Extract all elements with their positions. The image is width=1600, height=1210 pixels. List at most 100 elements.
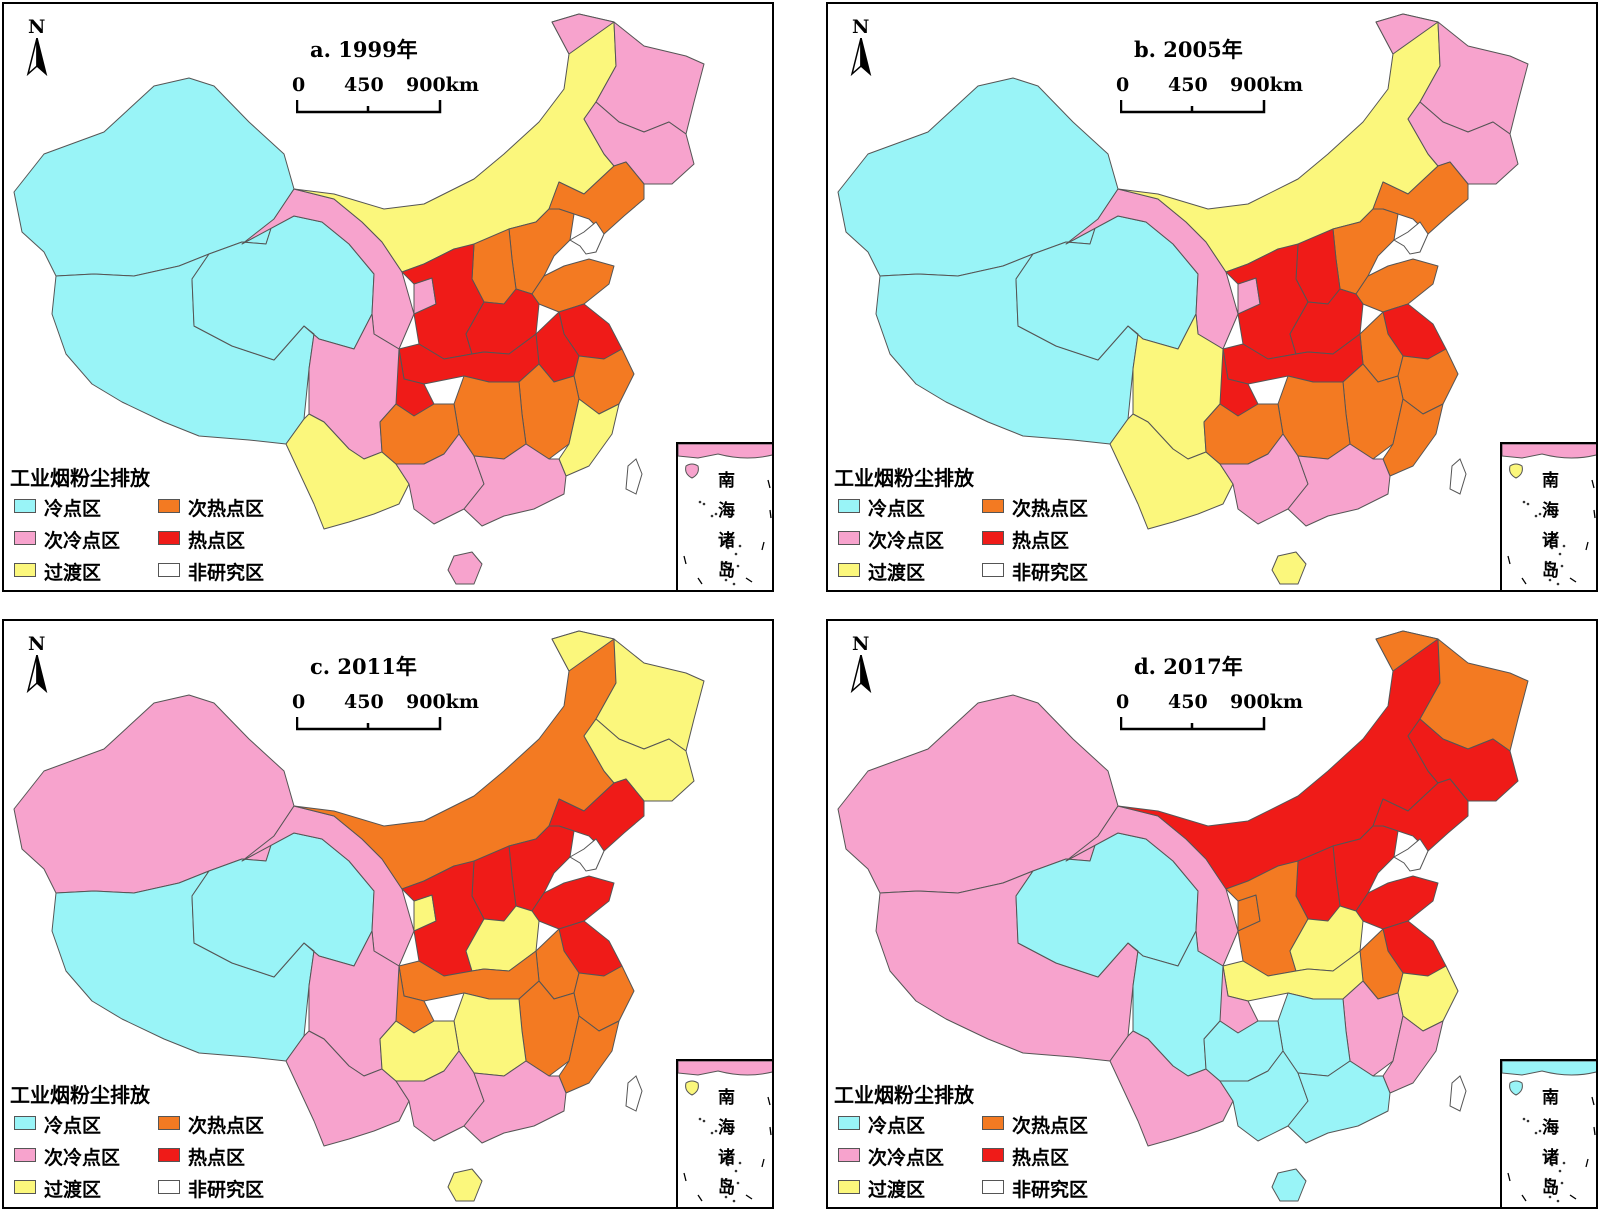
province-heilongjiang <box>551 13 705 135</box>
non-study-area <box>1449 458 1467 495</box>
province-hainan <box>447 1168 483 1202</box>
legend-label: 非研究区 <box>188 1179 265 1201</box>
legend-label: 冷点区 <box>868 1115 926 1137</box>
province-hainan <box>1271 1168 1307 1202</box>
legend: 工业烟粉尘排放 冷点区 次热点区 次冷点区 热点区 过渡区 非研究区 <box>10 1079 310 1207</box>
legend-label: 非研究区 <box>1012 1179 1089 1201</box>
south-china-sea-inset: 南 海 诸 岛 <box>1500 442 1596 590</box>
legend-label: 非研究区 <box>188 562 265 584</box>
legend-title: 工业烟粉尘排放 <box>10 466 150 490</box>
inset-map <box>1502 1061 1596 1203</box>
legend-title: 工业烟粉尘排放 <box>834 466 974 490</box>
legend-swatch <box>838 1116 860 1130</box>
inset-label: 岛 <box>1542 1178 1559 1198</box>
legend-swatch <box>838 1148 860 1162</box>
legend-swatch <box>982 1180 1004 1194</box>
south-china-sea-inset: 南 海 诸 岛 <box>676 1059 772 1207</box>
province-liaoning <box>1372 161 1469 235</box>
province-guangdong <box>463 1060 567 1144</box>
inset-label: 海 <box>1542 501 1559 521</box>
legend-label: 非研究区 <box>1012 562 1089 584</box>
legend-label: 次冷点区 <box>44 530 121 552</box>
legend-swatch <box>14 499 36 513</box>
scale-tick: 0 <box>1116 74 1130 96</box>
map-panel: c. 2011年 N 0 450 900km 工业烟粉尘排放 冷点区 次热点区 … <box>2 619 774 1209</box>
legend: 工业烟粉尘排放 冷点区 次热点区 次冷点区 热点区 过渡区 非研究区 <box>834 1079 1134 1207</box>
scale-bar: 0 450 900km <box>286 74 479 120</box>
legend-label: 热点区 <box>188 1147 246 1169</box>
legend-swatch <box>982 1148 1004 1162</box>
legend-swatch <box>158 563 180 577</box>
province-heilongjiang <box>1375 630 1529 752</box>
legend-title: 工业烟粉尘排放 <box>834 1083 974 1107</box>
province-guangdong <box>463 443 567 527</box>
legend-label: 次热点区 <box>1012 1115 1089 1137</box>
province-heilongjiang <box>1375 13 1529 135</box>
scale-tick: 450 <box>344 691 384 713</box>
inset-label: 诸 <box>1542 531 1559 551</box>
inset-label: 海 <box>718 1118 735 1138</box>
province-liaoning <box>548 778 645 852</box>
legend-title: 工业烟粉尘排放 <box>10 1083 150 1107</box>
legend-swatch <box>14 1148 36 1162</box>
legend-label: 冷点区 <box>44 498 102 520</box>
province-hainan <box>1271 551 1307 585</box>
legend-label: 过渡区 <box>44 1179 102 1201</box>
legend-swatch <box>838 531 860 545</box>
panel-title: a. 1999年 <box>310 37 418 62</box>
scale-line <box>296 717 442 731</box>
scale-line <box>296 100 442 114</box>
province-heilongjiang <box>551 630 705 752</box>
legend: 工业烟粉尘排放 冷点区 次热点区 次冷点区 热点区 过渡区 非研究区 <box>834 462 1134 590</box>
scale-tick: 0 <box>292 691 306 713</box>
scale-tick: 450 <box>344 74 384 96</box>
inset-label: 南 <box>718 471 735 491</box>
scale-tick: 900km <box>1230 691 1303 713</box>
province-liaoning <box>548 161 645 235</box>
map-panel: a. 1999年 N 0 450 900km 工业烟粉尘排放 冷点区 次热点区 … <box>2 2 774 592</box>
legend-label: 次冷点区 <box>44 1147 121 1169</box>
legend-swatch <box>158 1148 180 1162</box>
non-study-area <box>569 838 605 872</box>
north-arrow-icon <box>26 655 48 694</box>
inset-label: 岛 <box>718 1178 735 1198</box>
legend-swatch <box>14 1180 36 1194</box>
south-china-sea-inset: 南 海 诸 岛 <box>676 442 772 590</box>
province-map <box>13 630 705 1202</box>
scale-tick: 900km <box>1230 74 1303 96</box>
non-study-area <box>1393 221 1429 255</box>
inset-label: 岛 <box>718 561 735 581</box>
legend-label: 过渡区 <box>868 1179 926 1201</box>
legend-label: 冷点区 <box>868 498 926 520</box>
legend-swatch <box>838 563 860 577</box>
inset-label: 岛 <box>1542 561 1559 581</box>
legend-label: 次热点区 <box>188 1115 265 1137</box>
north-label: N <box>852 633 870 655</box>
legend-label: 次冷点区 <box>868 1147 945 1169</box>
legend-swatch <box>982 531 1004 545</box>
legend-label: 过渡区 <box>44 562 102 584</box>
inset-label: 南 <box>718 1088 735 1108</box>
inset-label: 诸 <box>718 531 735 551</box>
legend-label: 次冷点区 <box>868 530 945 552</box>
panel-title: d. 2017年 <box>1134 654 1243 679</box>
legend-swatch <box>14 1116 36 1130</box>
inset-label: 诸 <box>1542 1148 1559 1168</box>
south-china-sea-inset: 南 海 诸 岛 <box>1500 1059 1596 1207</box>
north-arrow-icon <box>26 38 48 77</box>
legend-swatch <box>158 531 180 545</box>
legend-swatch <box>158 1116 180 1130</box>
scale-bar: 0 450 900km <box>286 691 479 737</box>
non-study-area <box>625 458 643 495</box>
province-hainan <box>447 551 483 585</box>
inset-map <box>678 444 772 586</box>
province-guangdong <box>1287 443 1391 527</box>
non-study-area <box>1449 1075 1467 1112</box>
inset-label: 诸 <box>718 1148 735 1168</box>
legend-label: 次热点区 <box>188 498 265 520</box>
non-study-area <box>625 1075 643 1112</box>
legend-swatch <box>838 1180 860 1194</box>
legend-swatch <box>14 563 36 577</box>
north-label: N <box>852 16 870 38</box>
inset-label: 海 <box>1542 1118 1559 1138</box>
